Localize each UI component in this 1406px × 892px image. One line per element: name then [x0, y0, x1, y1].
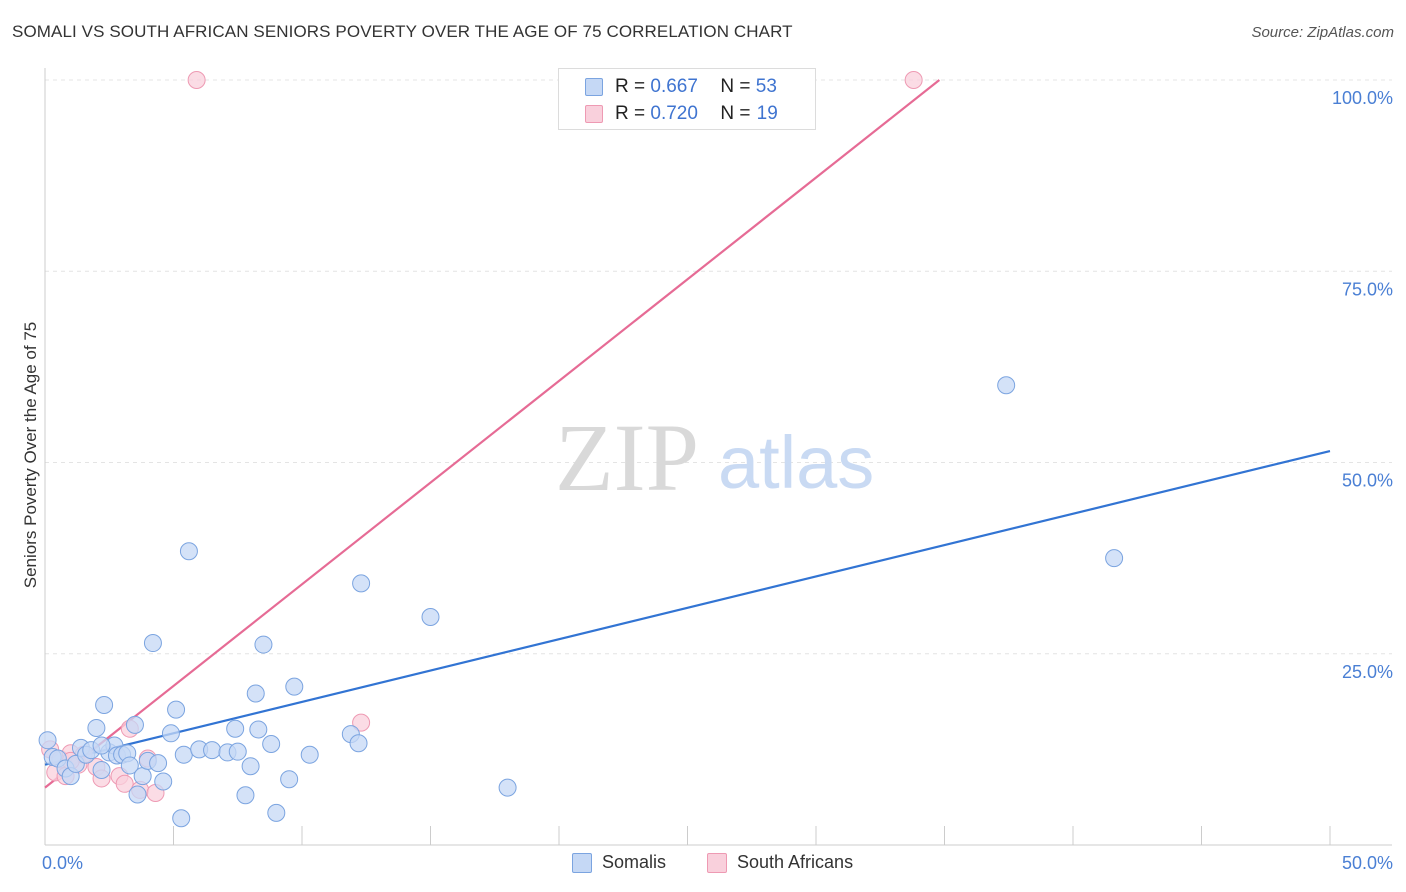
correlation-legend: R = 0.667 N = 53 R = 0.720 N = 19 [558, 68, 816, 130]
legend-swatch-south-africans [585, 105, 603, 123]
y-tick-label: 100.0% [1332, 88, 1393, 108]
grid-layer [45, 79, 1392, 655]
trend-layer [44, 79, 1331, 789]
somali-point [498, 778, 517, 797]
somali-point [300, 745, 319, 764]
legend-r-label: R = [615, 76, 646, 97]
somali-point [203, 741, 222, 760]
source-label: Source: ZipAtlas.com [1251, 24, 1394, 41]
somali-point [167, 700, 186, 719]
legend-r-label: R = [615, 103, 646, 124]
somali-point [421, 608, 440, 627]
somali-point [174, 745, 193, 764]
somali-point [92, 736, 111, 755]
tick-labels: 25.0% 50.0% 75.0% 100.0% 0.0% 50.0% [42, 88, 1393, 873]
bottom-legend-swatch-south-africans [707, 852, 727, 873]
bottom-legend-label-somalis: Somalis [602, 852, 667, 872]
bottom-legend-swatch-somalis [572, 852, 592, 873]
somali-point [179, 542, 198, 561]
points-layer [38, 71, 1124, 828]
somali-point [38, 731, 57, 750]
somali-point [349, 734, 368, 753]
somali-point [143, 634, 162, 653]
somali-point [285, 677, 304, 696]
legend-sa-r: 0.720 [650, 103, 698, 124]
watermark-atlas: atlas [718, 421, 874, 504]
bottom-legend-south-africans: South Africans [707, 852, 853, 873]
somali-point [226, 719, 245, 738]
x-tick-label: 50.0% [1342, 853, 1393, 873]
somali-point [997, 376, 1016, 395]
south-african-point [904, 71, 923, 89]
axis-layer [44, 68, 1392, 846]
bottom-legend-somalis: Somalis [572, 852, 666, 873]
somali-point [128, 785, 147, 804]
legend-somali-r: 0.667 [650, 76, 698, 97]
watermark: ZIP atlas [555, 404, 874, 511]
somali-point [246, 684, 265, 703]
somali-point [228, 742, 247, 761]
south-african-point [352, 713, 371, 732]
somali-point [125, 715, 144, 734]
south-african-point [115, 774, 134, 793]
legend-row-somalis: R = 0.667 N = 53 [585, 75, 777, 99]
legend-somali-n: 53 [755, 76, 777, 97]
legend-n-label: N = [720, 103, 751, 124]
somali-point [262, 735, 281, 754]
legend-row-south-africans: R = 0.720 N = 19 [585, 102, 778, 126]
somali-point [236, 786, 255, 805]
somali-point [352, 574, 371, 593]
somali-point [267, 803, 286, 822]
somali-point [87, 718, 106, 737]
somali-point [241, 757, 260, 776]
legend-sa-n: 19 [756, 103, 778, 124]
somali-point [120, 756, 139, 775]
somali-point [133, 767, 152, 786]
legend-swatch-somalis [585, 78, 603, 96]
bottom-legend-label-south-africans: South Africans [737, 852, 854, 872]
y-axis-label: Seniors Poverty Over the Age of 75 [21, 322, 40, 588]
y-tick-label: 50.0% [1342, 471, 1393, 491]
chart-title: SOMALI VS SOUTH AFRICAN SENIORS POVERTY … [12, 22, 793, 41]
somali-point [1105, 549, 1124, 568]
somali-point [95, 696, 114, 715]
y-tick-label: 25.0% [1342, 662, 1393, 682]
somali-point [154, 772, 173, 791]
south-african-point [187, 71, 206, 89]
somali-point [249, 720, 268, 739]
somali-point [161, 724, 180, 743]
somali-point [172, 809, 191, 828]
somali-trend-line [44, 449, 1331, 766]
somali-point [149, 754, 168, 773]
legend-n-label: N = [720, 76, 751, 97]
south-african-trend-line [44, 79, 941, 789]
watermark-zip: ZIP [555, 404, 699, 511]
somali-point [254, 635, 273, 654]
somali-point [92, 761, 111, 780]
y-tick-label: 75.0% [1342, 279, 1393, 299]
x-tick-label: 0.0% [42, 853, 83, 873]
somali-point [280, 770, 299, 789]
